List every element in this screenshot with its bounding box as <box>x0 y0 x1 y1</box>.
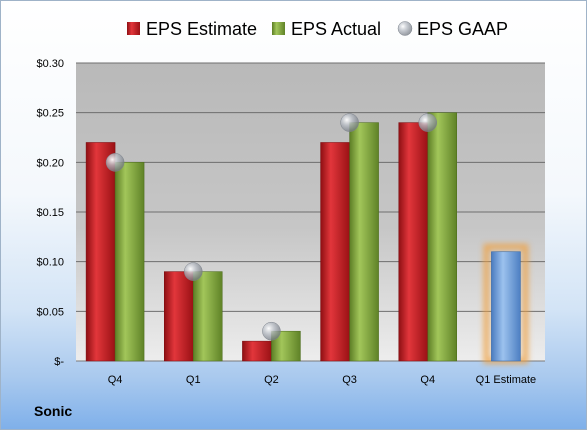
y-tick-label: $0.10 <box>36 257 64 269</box>
bar-eps-estimate <box>85 142 116 362</box>
legend-swatch <box>272 22 285 35</box>
marker-eps-gaap <box>184 262 203 281</box>
bar-forecast <box>491 251 521 362</box>
bar-eps-actual <box>427 112 457 362</box>
y-tick-label: $0.20 <box>36 157 64 169</box>
legend-swatch <box>397 21 413 36</box>
bar-eps-estimate <box>242 340 272 362</box>
bar-eps-estimate <box>320 142 350 362</box>
x-tick-label: Q4 <box>108 374 123 386</box>
x-tick-label: Q4 <box>420 374 435 386</box>
x-tick-label: Q1 <box>186 374 201 386</box>
y-tick-label: $0.25 <box>36 108 64 120</box>
axes: $- $0.05 $0.10 $0.15 $0.20 $0.25 $0.30 Q4 Q1 Q2 Q3… <box>36 58 545 386</box>
legend-item-eps-estimate: EPS Estimate <box>127 19 257 39</box>
marker-eps-gaap <box>418 113 437 132</box>
bar-eps-estimate <box>164 271 194 362</box>
legend-label: EPS Estimate <box>146 19 257 39</box>
legend: EPS Estimate EPS Actual EPS GAAP <box>127 19 508 39</box>
bar-eps-estimate <box>398 122 428 362</box>
legend-item-eps-actual: EPS Actual <box>272 19 381 39</box>
x-tick-label: Q3 <box>342 374 357 386</box>
gaap-markers <box>105 113 437 341</box>
y-tick-label: $- <box>54 356 64 368</box>
x-tick-label: Q1 Estimate <box>476 374 537 386</box>
bar-eps-actual <box>349 122 379 362</box>
legend-label: EPS Actual <box>291 19 381 39</box>
legend-item-eps-gaap: EPS GAAP <box>397 19 508 39</box>
marker-eps-gaap <box>262 321 281 341</box>
company-name: Sonic <box>34 403 73 419</box>
legend-swatch <box>127 22 140 35</box>
bar-eps-actual <box>193 271 223 362</box>
marker-eps-gaap <box>105 153 125 172</box>
bars <box>85 112 529 365</box>
legend-label: EPS GAAP <box>417 19 508 39</box>
y-tick-label: $0.15 <box>36 207 64 219</box>
x-tick-label: Q2 <box>264 374 279 386</box>
y-tick-label: $0.30 <box>36 58 64 70</box>
marker-eps-gaap <box>340 113 359 132</box>
y-tick-label: $0.05 <box>36 306 64 318</box>
bar-eps-actual <box>114 162 145 362</box>
